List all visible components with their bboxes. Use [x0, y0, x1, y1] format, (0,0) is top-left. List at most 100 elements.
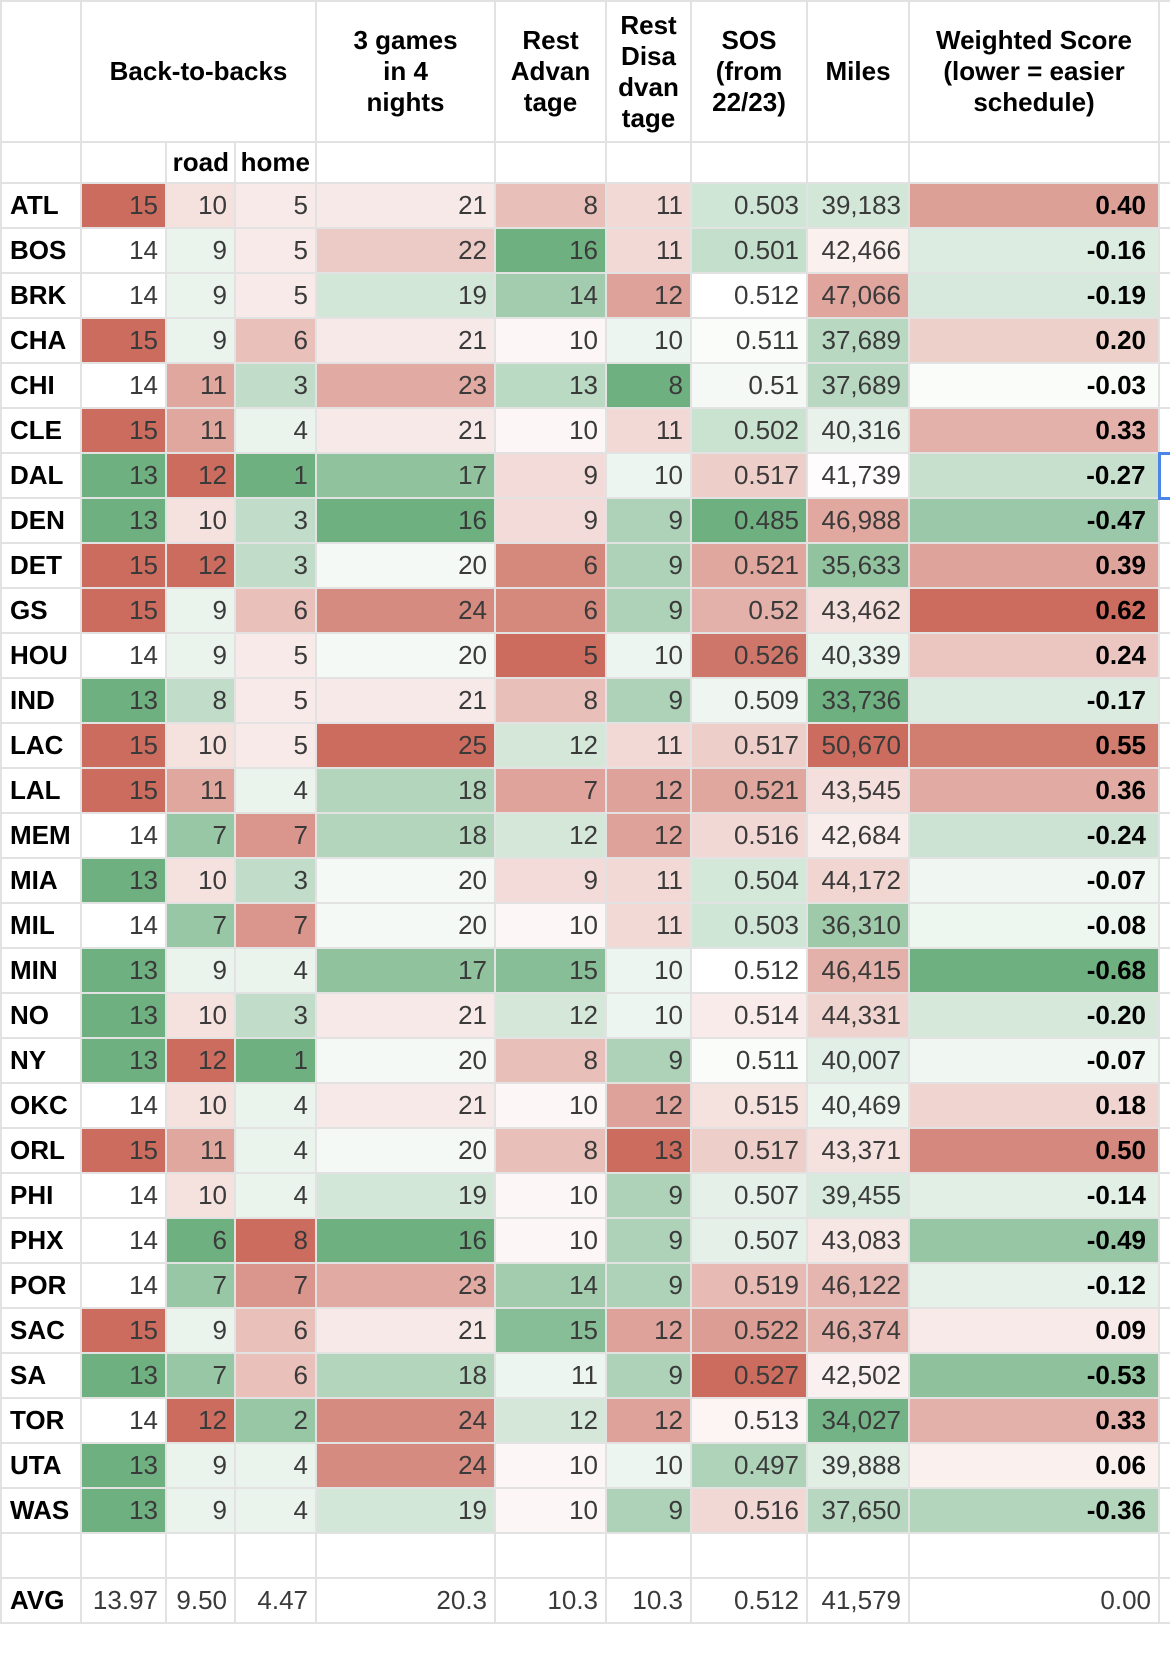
cell-ATL-g3in4[interactable]: 21	[315, 182, 497, 229]
cell-SAC-team[interactable]: SAC	[0, 1307, 82, 1354]
cell-BRK-home[interactable]: 5	[233, 272, 318, 319]
cell-BOS-rest_adv[interactable]: 16	[494, 227, 608, 274]
cell-spacer-row-g3in4[interactable]	[315, 1532, 497, 1579]
cell-BOS-g3in4[interactable]: 22	[315, 227, 497, 274]
cell-BRK-gutter[interactable]	[1158, 272, 1170, 319]
cell-IND-rest_dis[interactable]: 9	[605, 677, 693, 724]
cell-CLE-road[interactable]: 11	[165, 407, 236, 454]
cell-MIL-weighted[interactable]: -0.08	[908, 902, 1161, 949]
cell-BOS-sos[interactable]: 0.501	[690, 227, 809, 274]
cell-DAL-weighted[interactable]: -0.27	[908, 452, 1161, 499]
cell-MIN-weighted[interactable]: -0.68	[908, 947, 1161, 994]
cell-spacer-row-b2b[interactable]	[80, 1532, 167, 1579]
cell-PHI-rest_dis[interactable]: 9	[605, 1172, 693, 1219]
cell-LAC-road[interactable]: 10	[165, 722, 236, 769]
cell-CHI-gutter[interactable]	[1158, 362, 1170, 409]
cell-ORL-road[interactable]: 11	[165, 1127, 236, 1174]
cell-PHX-team[interactable]: PHX	[0, 1217, 82, 1264]
cell-UTA-sos[interactable]: 0.497	[690, 1442, 809, 1489]
cell-SA-sos[interactable]: 0.527	[690, 1352, 809, 1399]
cell-CLE-team[interactable]: CLE	[0, 407, 82, 454]
header-miles[interactable]: Miles	[806, 0, 911, 143]
cell-POR-g3in4[interactable]: 23	[315, 1262, 497, 1309]
cell-BRK-miles[interactable]: 47,066	[806, 272, 911, 319]
cell-CHI-rest_dis[interactable]: 8	[605, 362, 693, 409]
cell-NY-road[interactable]: 12	[165, 1037, 236, 1084]
cell-POR-home[interactable]: 7	[233, 1262, 318, 1309]
cell-MEM-b2b[interactable]: 14	[80, 812, 167, 859]
cell-CHI-team[interactable]: CHI	[0, 362, 82, 409]
cell-PHI-home[interactable]: 4	[233, 1172, 318, 1219]
cell-PHI-miles[interactable]: 39,455	[806, 1172, 911, 1219]
cell-DAL-g3in4[interactable]: 17	[315, 452, 497, 499]
cell-LAC-miles[interactable]: 50,670	[806, 722, 911, 769]
cell-DEN-road[interactable]: 10	[165, 497, 236, 544]
cell-TOR-b2b[interactable]: 14	[80, 1397, 167, 1444]
cell-SAC-sos[interactable]: 0.522	[690, 1307, 809, 1354]
cell-HOU-sos[interactable]: 0.526	[690, 632, 809, 679]
cell-spacer-row-team[interactable]	[0, 1532, 82, 1579]
header-rest-advantage[interactable]: Rest Advan tage	[494, 0, 608, 143]
subheader-team-empty[interactable]	[0, 141, 82, 184]
cell-GS-g3in4[interactable]: 24	[315, 587, 497, 634]
cell-NO-team[interactable]: NO	[0, 992, 82, 1039]
cell-spacer-row-rest_adv[interactable]	[494, 1532, 608, 1579]
cell-LAC-rest_dis[interactable]: 11	[605, 722, 693, 769]
cell-PHX-b2b[interactable]: 14	[80, 1217, 167, 1264]
cell-SA-rest_adv[interactable]: 11	[494, 1352, 608, 1399]
cell-HOU-miles[interactable]: 40,339	[806, 632, 911, 679]
cell-DET-weighted[interactable]: 0.39	[908, 542, 1161, 589]
cell-SAC-g3in4[interactable]: 21	[315, 1307, 497, 1354]
cell-MIN-gutter[interactable]	[1158, 947, 1170, 994]
cell-IND-home[interactable]: 5	[233, 677, 318, 724]
cell-CLE-rest_adv[interactable]: 10	[494, 407, 608, 454]
cell-CHI-weighted[interactable]: -0.03	[908, 362, 1161, 409]
cell-WAS-home[interactable]: 4	[233, 1487, 318, 1534]
cell-PHI-road[interactable]: 10	[165, 1172, 236, 1219]
cell-LAC-sos[interactable]: 0.517	[690, 722, 809, 769]
cell-MIN-home[interactable]: 4	[233, 947, 318, 994]
cell-CLE-miles[interactable]: 40,316	[806, 407, 911, 454]
cell-MIL-sos[interactable]: 0.503	[690, 902, 809, 949]
cell-DET-sos[interactable]: 0.521	[690, 542, 809, 589]
cell-ORL-sos[interactable]: 0.517	[690, 1127, 809, 1174]
cell-TOR-road[interactable]: 12	[165, 1397, 236, 1444]
selected-cell[interactable]	[1157, 451, 1170, 500]
cell-SAC-miles[interactable]: 46,374	[806, 1307, 911, 1354]
cell-POR-rest_adv[interactable]: 14	[494, 1262, 608, 1309]
cell-NO-weighted[interactable]: -0.20	[908, 992, 1161, 1039]
cell-OKC-home[interactable]: 4	[233, 1082, 318, 1129]
cell-CHI-g3in4[interactable]: 23	[315, 362, 497, 409]
subheader-home[interactable]: home	[233, 141, 318, 184]
cell-DEN-team[interactable]: DEN	[0, 497, 82, 544]
cell-AVG-home[interactable]: 4.47	[233, 1577, 318, 1624]
cell-WAS-gutter[interactable]	[1158, 1487, 1170, 1534]
cell-GS-weighted[interactable]: 0.62	[908, 587, 1161, 634]
cell-CLE-rest_dis[interactable]: 11	[605, 407, 693, 454]
cell-MIA-g3in4[interactable]: 20	[315, 857, 497, 904]
cell-OKC-weighted[interactable]: 0.18	[908, 1082, 1161, 1129]
cell-ATL-miles[interactable]: 39,183	[806, 182, 911, 229]
cell-MIN-b2b[interactable]: 13	[80, 947, 167, 994]
cell-MIL-rest_adv[interactable]: 10	[494, 902, 608, 949]
header-gutter[interactable]	[1158, 0, 1170, 143]
subheader-empty[interactable]	[908, 141, 1161, 184]
cell-MEM-gutter[interactable]	[1158, 812, 1170, 859]
cell-MEM-miles[interactable]: 42,684	[806, 812, 911, 859]
cell-NY-gutter[interactable]	[1158, 1037, 1170, 1084]
cell-WAS-miles[interactable]: 37,650	[806, 1487, 911, 1534]
cell-SA-rest_dis[interactable]: 9	[605, 1352, 693, 1399]
cell-POR-sos[interactable]: 0.519	[690, 1262, 809, 1309]
cell-BOS-home[interactable]: 5	[233, 227, 318, 274]
cell-UTA-gutter[interactable]	[1158, 1442, 1170, 1489]
cell-MEM-team[interactable]: MEM	[0, 812, 82, 859]
cell-IND-team[interactable]: IND	[0, 677, 82, 724]
cell-MIL-road[interactable]: 7	[165, 902, 236, 949]
cell-POR-team[interactable]: POR	[0, 1262, 82, 1309]
cell-POR-road[interactable]: 7	[165, 1262, 236, 1309]
cell-TOR-miles[interactable]: 34,027	[806, 1397, 911, 1444]
cell-DAL-b2b[interactable]: 13	[80, 452, 167, 499]
cell-OKC-team[interactable]: OKC	[0, 1082, 82, 1129]
cell-SA-team[interactable]: SA	[0, 1352, 82, 1399]
cell-MEM-g3in4[interactable]: 18	[315, 812, 497, 859]
